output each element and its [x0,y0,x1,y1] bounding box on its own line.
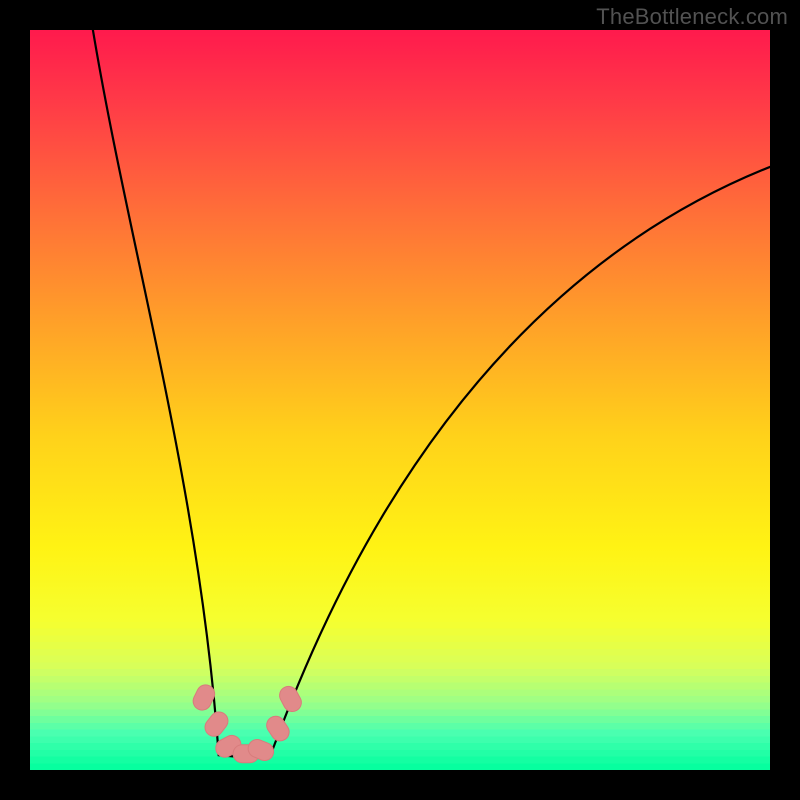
bottleneck-chart-svg [30,30,770,770]
watermark-text: TheBottleneck.com [596,4,788,30]
gradient-background [30,30,770,770]
chart-frame: TheBottleneck.com [0,0,800,800]
